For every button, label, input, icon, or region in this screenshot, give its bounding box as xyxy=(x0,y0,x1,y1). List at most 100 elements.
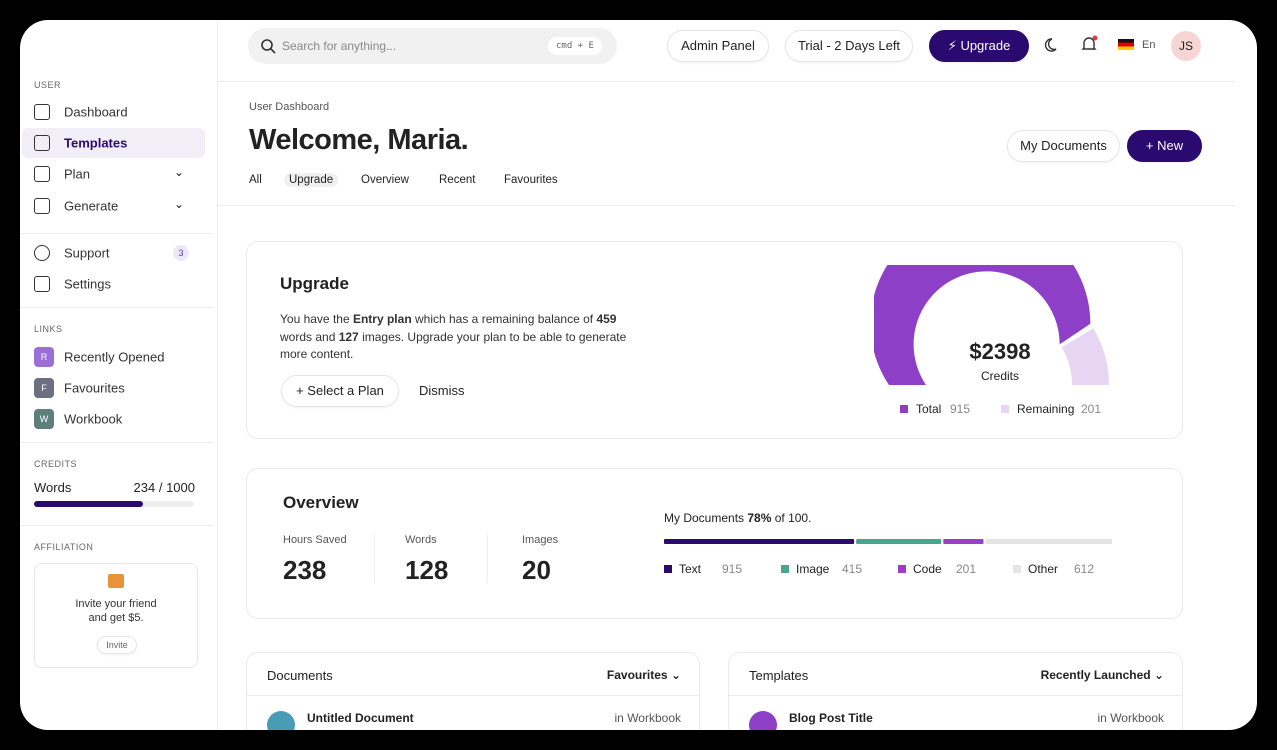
bar-segment xyxy=(664,539,855,544)
badge: 3 xyxy=(173,245,189,261)
nav-item[interactable]: Dashboard xyxy=(64,104,128,120)
gauge-segment xyxy=(874,265,1091,385)
bar-segment xyxy=(985,539,1112,544)
divider xyxy=(20,442,213,443)
nav-icon xyxy=(34,135,50,151)
divider xyxy=(487,535,488,583)
documents-panel: Documents Favourites ⌄ Untitled Document… xyxy=(246,652,700,730)
flag xyxy=(1118,39,1134,50)
tab[interactable]: Recent xyxy=(439,174,476,186)
row-title[interactable]: Untitled Document xyxy=(307,711,414,725)
invite-button[interactable]: Invite xyxy=(97,636,137,654)
gauge-caption: Credits xyxy=(980,369,1019,383)
tab[interactable]: Favourites xyxy=(504,174,558,186)
nav-item[interactable]: Generate xyxy=(64,198,119,214)
my-documents-button[interactable]: My Documents xyxy=(1007,130,1120,162)
upgrade-button[interactable]: ⚡ Upgrade xyxy=(929,30,1029,62)
text: words and xyxy=(280,329,339,344)
legend-name: Remaining xyxy=(1017,402,1075,416)
link-item[interactable]: Recently Opened xyxy=(64,349,165,365)
credits-label: Words xyxy=(34,480,72,495)
nav-icon xyxy=(34,276,50,292)
stat-value: 128 xyxy=(405,555,449,585)
invite-text: Invite your friend xyxy=(75,598,157,610)
text: of 100. xyxy=(771,511,812,525)
bar-segment xyxy=(856,539,942,544)
images: 127 xyxy=(338,329,359,344)
text: images. Upgrade your plan to be able to … xyxy=(280,329,627,362)
theme-toggle[interactable] xyxy=(1042,37,1058,53)
text: You have the xyxy=(280,312,353,326)
link-icon: R xyxy=(34,347,54,367)
credits-value: 234 / 1000 xyxy=(133,480,195,495)
filter-label: Favourites xyxy=(606,668,668,682)
select-plan-button[interactable]: + Select a Plan xyxy=(281,375,399,407)
nav-item[interactable]: Templates xyxy=(64,135,128,151)
tab[interactable]: All xyxy=(249,174,262,186)
gift-icon xyxy=(108,574,124,588)
legend-value: 415 xyxy=(842,562,863,576)
row-title[interactable]: Blog Post Title xyxy=(789,711,873,725)
dismiss-button[interactable]: Dismiss xyxy=(419,383,465,398)
panel-filter[interactable]: Favourites ⌄ xyxy=(606,668,681,682)
breadcrumb: User Dashboard xyxy=(249,101,330,113)
section-heading: USER xyxy=(34,80,62,90)
trial-button[interactable]: Trial - 2 Days Left xyxy=(785,30,913,62)
stat-value: 238 xyxy=(283,555,327,585)
legend-value: 201 xyxy=(1081,402,1102,416)
section-heading: AFFILIATION xyxy=(34,542,94,552)
stacked-bar xyxy=(664,539,1112,544)
search-placeholder: Search for anything... xyxy=(282,39,397,53)
search-bar[interactable]: Search for anything... cmd + E xyxy=(248,28,617,64)
filter-label: Recently Launched xyxy=(1040,668,1151,682)
legend-value: 915 xyxy=(950,402,971,416)
card-title: Upgrade xyxy=(280,274,349,293)
legend-value: 915 xyxy=(722,562,743,576)
divider xyxy=(218,205,1235,206)
divider xyxy=(218,81,1235,82)
link-item[interactable]: Workbook xyxy=(64,411,123,427)
nav-item[interactable]: Settings xyxy=(64,276,111,292)
invite-card: Invite your friend and get $5. Invite xyxy=(34,563,198,668)
link-icon: F xyxy=(34,378,54,398)
divider xyxy=(20,525,213,526)
gauge xyxy=(874,265,1109,385)
chevron: ⌄ xyxy=(174,165,185,179)
gauge-segment xyxy=(1061,328,1109,385)
nav-item[interactable]: Support xyxy=(64,245,110,261)
panel-filter[interactable]: Recently Launched ⌄ xyxy=(1040,668,1164,682)
gauge-amount: $2398 xyxy=(969,339,1031,364)
legend-value: 201 xyxy=(956,562,977,576)
notifications[interactable] xyxy=(1080,35,1098,53)
nav-icon xyxy=(34,104,50,120)
legend-name: Code xyxy=(913,562,942,576)
sidebar-border xyxy=(217,20,218,730)
card-title: Overview xyxy=(283,493,359,512)
upgrade-text: You have the Entry plan which has a rema… xyxy=(280,311,630,364)
tab[interactable]: Overview xyxy=(361,174,409,186)
upgrade-label: Upgrade xyxy=(960,38,1011,53)
admin-button[interactable]: Admin Panel xyxy=(667,30,769,62)
credits-track xyxy=(34,501,194,507)
text: which has a remaining balance of xyxy=(411,312,597,326)
divider xyxy=(20,307,213,308)
legend-name: Other xyxy=(1028,562,1059,576)
tab[interactable]: Upgrade xyxy=(284,173,339,187)
row-location: in Workbook xyxy=(614,711,681,725)
divider xyxy=(20,233,213,234)
panel-title: Templates xyxy=(749,668,809,683)
nav-icon xyxy=(34,198,50,214)
credits-fill xyxy=(34,501,143,507)
nav-item[interactable]: Plan xyxy=(64,166,91,182)
select-plan-label: Select a Plan xyxy=(307,383,384,398)
language[interactable]: En xyxy=(1142,39,1156,51)
legend-swatch xyxy=(900,405,908,413)
legend-value: 612 xyxy=(1074,562,1095,576)
new-button[interactable]: + New xyxy=(1127,130,1202,162)
bar-segment xyxy=(943,539,984,544)
avatar[interactable]: JS xyxy=(1171,31,1201,61)
nav-icon xyxy=(34,245,50,261)
app: USER 3 LINKS CREDITS Words 234 / 1000 AF… xyxy=(20,20,1257,730)
link-item[interactable]: Favourites xyxy=(64,380,125,396)
